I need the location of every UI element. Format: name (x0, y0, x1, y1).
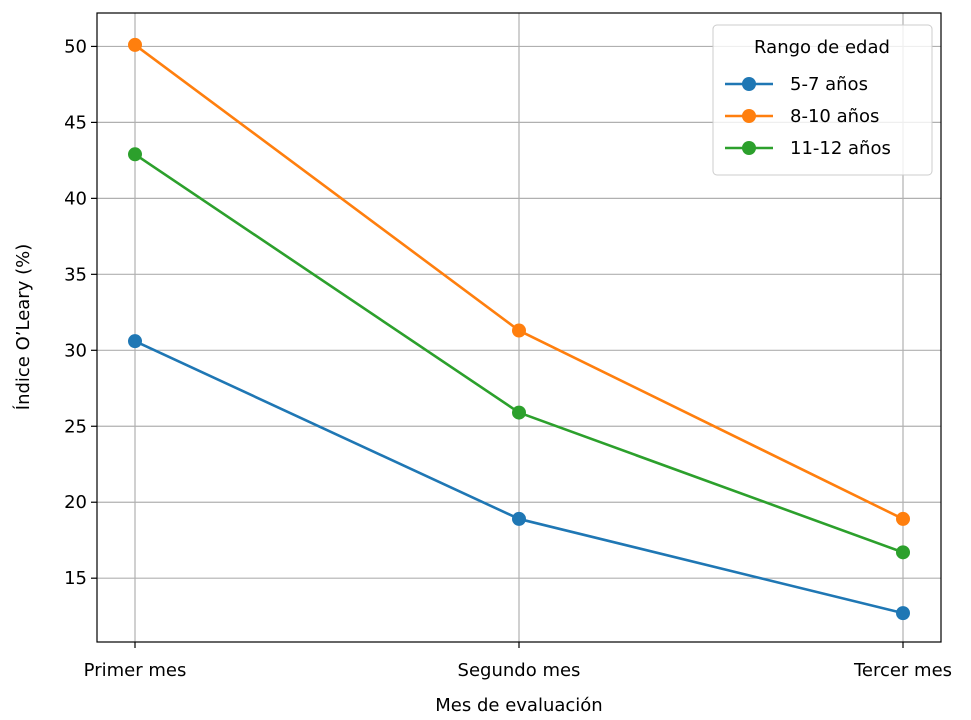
y-tick-label: 25 (64, 416, 87, 437)
legend: Rango de edad 5-7 años 8-10 años 11-12 año… (712, 24, 933, 176)
y-tick-label: 45 (64, 112, 87, 133)
series-1 (128, 334, 910, 621)
data-point (512, 323, 526, 338)
x-tick-label: Primer mes (84, 660, 187, 681)
legend-label: 8-10 años (790, 106, 879, 127)
data-point (896, 606, 910, 621)
legend-entry: 8-10 años (725, 106, 879, 127)
ticks: 15 20 25 30 35 40 45 50 Primer mes Segundo mes Ter… (64, 36, 952, 681)
data-point (128, 37, 142, 52)
data-point (896, 511, 910, 526)
x-tick-label: Segundo mes (458, 660, 581, 681)
y-tick-label: 30 (64, 340, 87, 361)
series-layer (128, 37, 910, 621)
legend-title: Rango de edad (754, 37, 890, 58)
y-axis-title: Índice O’Leary (%) (12, 244, 34, 410)
legend-marker (742, 77, 756, 91)
legend-label: 5-7 años (790, 74, 868, 95)
legend-entries: 5-7 años 8-10 años 11-12 años (725, 74, 891, 159)
x-tick-label: Tercer mes (853, 660, 952, 681)
data-point (512, 405, 526, 420)
data-point (128, 147, 142, 162)
data-point (128, 334, 142, 349)
y-tick-label: 35 (64, 264, 87, 285)
legend-entry: 11-12 años (725, 138, 891, 159)
y-tick-label: 15 (64, 568, 87, 589)
series-2 (128, 37, 910, 526)
x-axis-title: Mes de evaluación (435, 695, 602, 715)
data-point (896, 545, 910, 560)
series-3 (128, 147, 910, 560)
y-tick-label: 50 (64, 36, 87, 57)
legend-marker (742, 141, 756, 155)
y-tick-label: 40 (64, 188, 87, 209)
y-tick-label: 20 (64, 492, 87, 513)
legend-marker (742, 109, 756, 123)
legend-box (712, 24, 933, 176)
legend-entry: 5-7 años (725, 74, 868, 95)
legend-label: 11-12 años (790, 138, 891, 159)
data-point (512, 511, 526, 526)
